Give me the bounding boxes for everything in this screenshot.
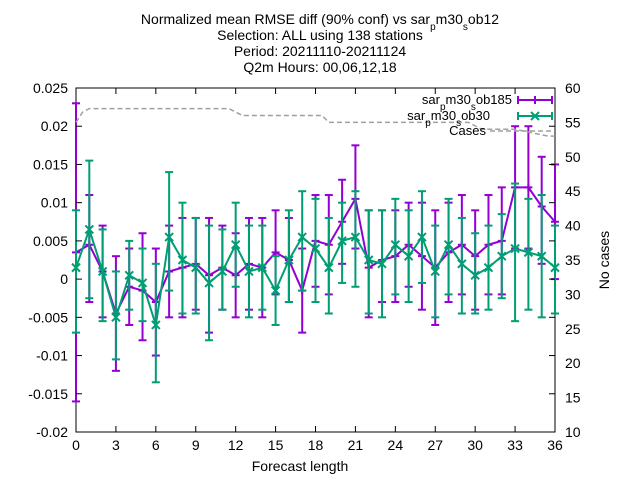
x-tick-label: 18 — [308, 437, 324, 453]
y-tick-label: -0.02 — [36, 424, 68, 440]
y2-tick-label: 25 — [565, 321, 581, 337]
x-tick-label: 9 — [192, 437, 200, 453]
y-tick-label: 0.005 — [33, 233, 68, 249]
y2-tick-label: 45 — [565, 183, 581, 199]
y2-tick-label: 35 — [565, 252, 581, 268]
x-tick-label: 21 — [348, 437, 364, 453]
y2-tick-label: 50 — [565, 149, 581, 165]
x-tick-label: 6 — [152, 437, 160, 453]
plot-area — [72, 88, 559, 432]
y-tick-label: 0.01 — [41, 195, 68, 211]
y-tick-label: 0.02 — [41, 118, 68, 134]
title-line-2: Selection: ALL using 138 stations — [217, 27, 423, 43]
legend-marker — [531, 96, 539, 104]
title-line-3: Period: 20211110-20211124 — [234, 43, 407, 59]
y2-tick-label: 55 — [565, 114, 581, 130]
y2-axis-ticks: 10 15 20 25 30 35 40 45 50 55 60 — [565, 80, 581, 440]
y2-tick-label: 10 — [565, 424, 581, 440]
x-tick-label: 12 — [228, 437, 244, 453]
y-tick-label: 0 — [60, 271, 68, 287]
x-axis-label: Forecast length — [252, 458, 349, 474]
x-tick-label: 36 — [547, 437, 563, 453]
x-tick-label: 0 — [72, 437, 80, 453]
legend: sarpm30sob185 sarpm30sob30 Cases — [407, 92, 552, 138]
y-tick-label: -0.01 — [36, 348, 68, 364]
y2-tick-label: 30 — [565, 286, 581, 302]
y-tick-label: -0.005 — [28, 309, 68, 325]
x-tick-label: 3 — [112, 437, 120, 453]
x-tick-label: 30 — [467, 437, 483, 453]
y-tick-label: 0.025 — [33, 80, 68, 96]
x-tick-label: 27 — [427, 437, 443, 453]
y2-tick-label: 15 — [565, 390, 581, 406]
series-sar_pm30_sob30 — [72, 161, 559, 383]
y2-tick-label: 60 — [565, 80, 581, 96]
x-tick-label: 33 — [507, 437, 523, 453]
y2-tick-label: 20 — [565, 355, 581, 371]
chart-title: Normalized mean RMSE diff (90% conf) vs … — [141, 11, 499, 75]
y-tick-label: 0.015 — [33, 156, 68, 172]
y2-tick-label: 40 — [565, 218, 581, 234]
x-tick-label: 15 — [268, 437, 284, 453]
y-tick-label: -0.015 — [28, 386, 68, 402]
x-tick-label: 24 — [388, 437, 404, 453]
legend-label-cases: Cases — [449, 123, 486, 138]
y2-axis-label: No cases — [596, 231, 612, 289]
title-line-4: Q2m Hours: 00,06,12,18 — [243, 59, 397, 75]
